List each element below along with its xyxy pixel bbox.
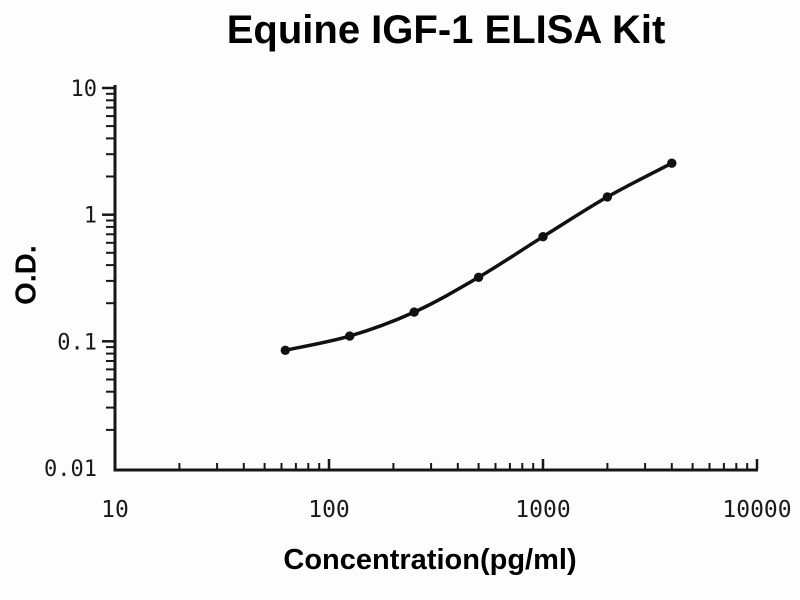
y-tick-label: 0.1 — [57, 330, 97, 355]
standard-curve-line — [283, 161, 674, 353]
curve-data-point — [345, 331, 355, 341]
y-tick-label: 1 — [84, 204, 97, 229]
curve-data-point — [538, 232, 548, 242]
curve-data-point — [667, 158, 677, 168]
curve-data-point — [409, 307, 419, 317]
x-tick-label: 100 — [308, 497, 350, 523]
chart-title: Equine IGF-1 ELISA Kit — [226, 8, 666, 52]
curve-data-point — [280, 345, 290, 355]
curve-data-point — [602, 192, 613, 202]
curve-data-point — [473, 272, 484, 282]
x-tick-label: 1000 — [515, 497, 570, 523]
y-tick-label: 10 — [71, 77, 98, 102]
x-tick-label: 10000 — [722, 497, 791, 523]
x-tick-label: 10 — [101, 497, 129, 523]
y-tick-label: 0.01 — [44, 457, 97, 482]
x-axis-label: Concentration(pg/ml) — [283, 544, 577, 576]
